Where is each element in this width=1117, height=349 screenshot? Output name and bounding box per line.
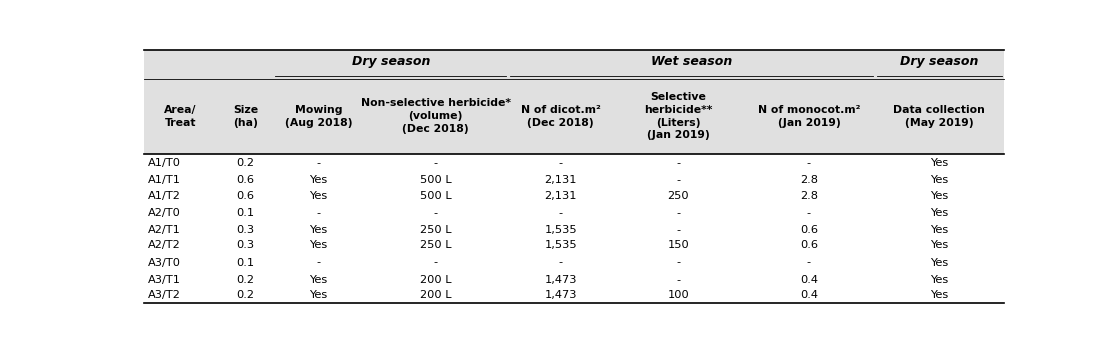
Text: 0.1: 0.1 bbox=[237, 208, 255, 218]
Text: -: - bbox=[806, 158, 811, 168]
Text: -: - bbox=[676, 176, 680, 185]
Text: 0.2: 0.2 bbox=[237, 158, 255, 168]
Text: Data collection
(May 2019): Data collection (May 2019) bbox=[894, 105, 985, 128]
Text: Yes: Yes bbox=[930, 258, 948, 267]
Text: 200 L: 200 L bbox=[420, 290, 451, 300]
Text: 0.3: 0.3 bbox=[237, 240, 255, 250]
Text: Area/
Treat: Area/ Treat bbox=[164, 105, 197, 128]
Text: Dry season: Dry season bbox=[900, 55, 978, 68]
Text: 0.6: 0.6 bbox=[237, 191, 255, 201]
Text: 1,473: 1,473 bbox=[544, 290, 576, 300]
Text: N of dicot.m²
(Dec 2018): N of dicot.m² (Dec 2018) bbox=[521, 105, 601, 128]
Text: 0.4: 0.4 bbox=[800, 290, 818, 300]
Text: Non-selective herbicide*
(volume)
(Dec 2018): Non-selective herbicide* (volume) (Dec 2… bbox=[361, 98, 510, 134]
Text: Yes: Yes bbox=[309, 240, 327, 250]
Text: -: - bbox=[558, 258, 563, 267]
Text: 1,535: 1,535 bbox=[544, 240, 576, 250]
Text: 250: 250 bbox=[667, 191, 689, 201]
Text: A1/T2: A1/T2 bbox=[147, 191, 180, 201]
Text: Yes: Yes bbox=[930, 225, 948, 235]
Text: 0.2: 0.2 bbox=[237, 275, 255, 285]
Text: Yes: Yes bbox=[930, 176, 948, 185]
Text: -: - bbox=[676, 258, 680, 267]
Bar bbox=[144, 50, 1003, 154]
Text: -: - bbox=[433, 158, 438, 168]
Text: Yes: Yes bbox=[309, 225, 327, 235]
Text: 0.2: 0.2 bbox=[237, 290, 255, 300]
Text: 250 L: 250 L bbox=[420, 240, 451, 250]
Text: Yes: Yes bbox=[930, 240, 948, 250]
Text: -: - bbox=[676, 158, 680, 168]
Text: -: - bbox=[316, 258, 321, 267]
Text: -: - bbox=[433, 258, 438, 267]
Text: 0.6: 0.6 bbox=[800, 225, 818, 235]
Text: Yes: Yes bbox=[930, 275, 948, 285]
Text: Dry season: Dry season bbox=[352, 55, 430, 68]
Text: Yes: Yes bbox=[930, 208, 948, 218]
Text: 1,535: 1,535 bbox=[544, 225, 576, 235]
Text: 250 L: 250 L bbox=[420, 225, 451, 235]
Text: -: - bbox=[433, 208, 438, 218]
Text: -: - bbox=[558, 208, 563, 218]
Text: A3/T0: A3/T0 bbox=[147, 258, 181, 267]
Text: 0.6: 0.6 bbox=[800, 240, 818, 250]
Text: A1/T1: A1/T1 bbox=[147, 176, 181, 185]
Text: 0.1: 0.1 bbox=[237, 258, 255, 267]
Text: 150: 150 bbox=[667, 240, 689, 250]
Text: Yes: Yes bbox=[309, 290, 327, 300]
Text: -: - bbox=[676, 275, 680, 285]
Text: 2,131: 2,131 bbox=[544, 176, 576, 185]
Text: 100: 100 bbox=[667, 290, 689, 300]
Text: N of monocot.m²
(Jan 2019): N of monocot.m² (Jan 2019) bbox=[757, 105, 860, 128]
Text: A2/T1: A2/T1 bbox=[147, 225, 180, 235]
Text: Mowing
(Aug 2018): Mowing (Aug 2018) bbox=[285, 105, 352, 128]
Text: 200 L: 200 L bbox=[420, 275, 451, 285]
Text: -: - bbox=[316, 158, 321, 168]
Text: 500 L: 500 L bbox=[420, 176, 451, 185]
Text: -: - bbox=[558, 158, 563, 168]
Text: -: - bbox=[676, 225, 680, 235]
Text: Yes: Yes bbox=[930, 290, 948, 300]
Text: A1/T0: A1/T0 bbox=[147, 158, 181, 168]
Text: A3/T1: A3/T1 bbox=[147, 275, 181, 285]
Text: Wet season: Wet season bbox=[651, 55, 732, 68]
Text: 2.8: 2.8 bbox=[800, 191, 818, 201]
Text: 0.4: 0.4 bbox=[800, 275, 818, 285]
Text: -: - bbox=[316, 208, 321, 218]
Text: 0.3: 0.3 bbox=[237, 225, 255, 235]
Text: Yes: Yes bbox=[309, 275, 327, 285]
Text: 2.8: 2.8 bbox=[800, 176, 818, 185]
Text: Yes: Yes bbox=[309, 191, 327, 201]
Text: -: - bbox=[806, 258, 811, 267]
Text: A2/T2: A2/T2 bbox=[147, 240, 180, 250]
Text: Yes: Yes bbox=[930, 158, 948, 168]
Text: 500 L: 500 L bbox=[420, 191, 451, 201]
Text: 0.6: 0.6 bbox=[237, 176, 255, 185]
Text: A3/T2: A3/T2 bbox=[147, 290, 180, 300]
Text: Selective
herbicide**
(Liters)
(Jan 2019): Selective herbicide** (Liters) (Jan 2019… bbox=[645, 92, 713, 140]
Text: A2/T0: A2/T0 bbox=[147, 208, 180, 218]
Text: Size
(ha): Size (ha) bbox=[232, 105, 258, 128]
Text: -: - bbox=[676, 208, 680, 218]
Text: -: - bbox=[806, 208, 811, 218]
Text: 2,131: 2,131 bbox=[544, 191, 576, 201]
Text: 1,473: 1,473 bbox=[544, 275, 576, 285]
Text: Yes: Yes bbox=[309, 176, 327, 185]
Text: Yes: Yes bbox=[930, 191, 948, 201]
